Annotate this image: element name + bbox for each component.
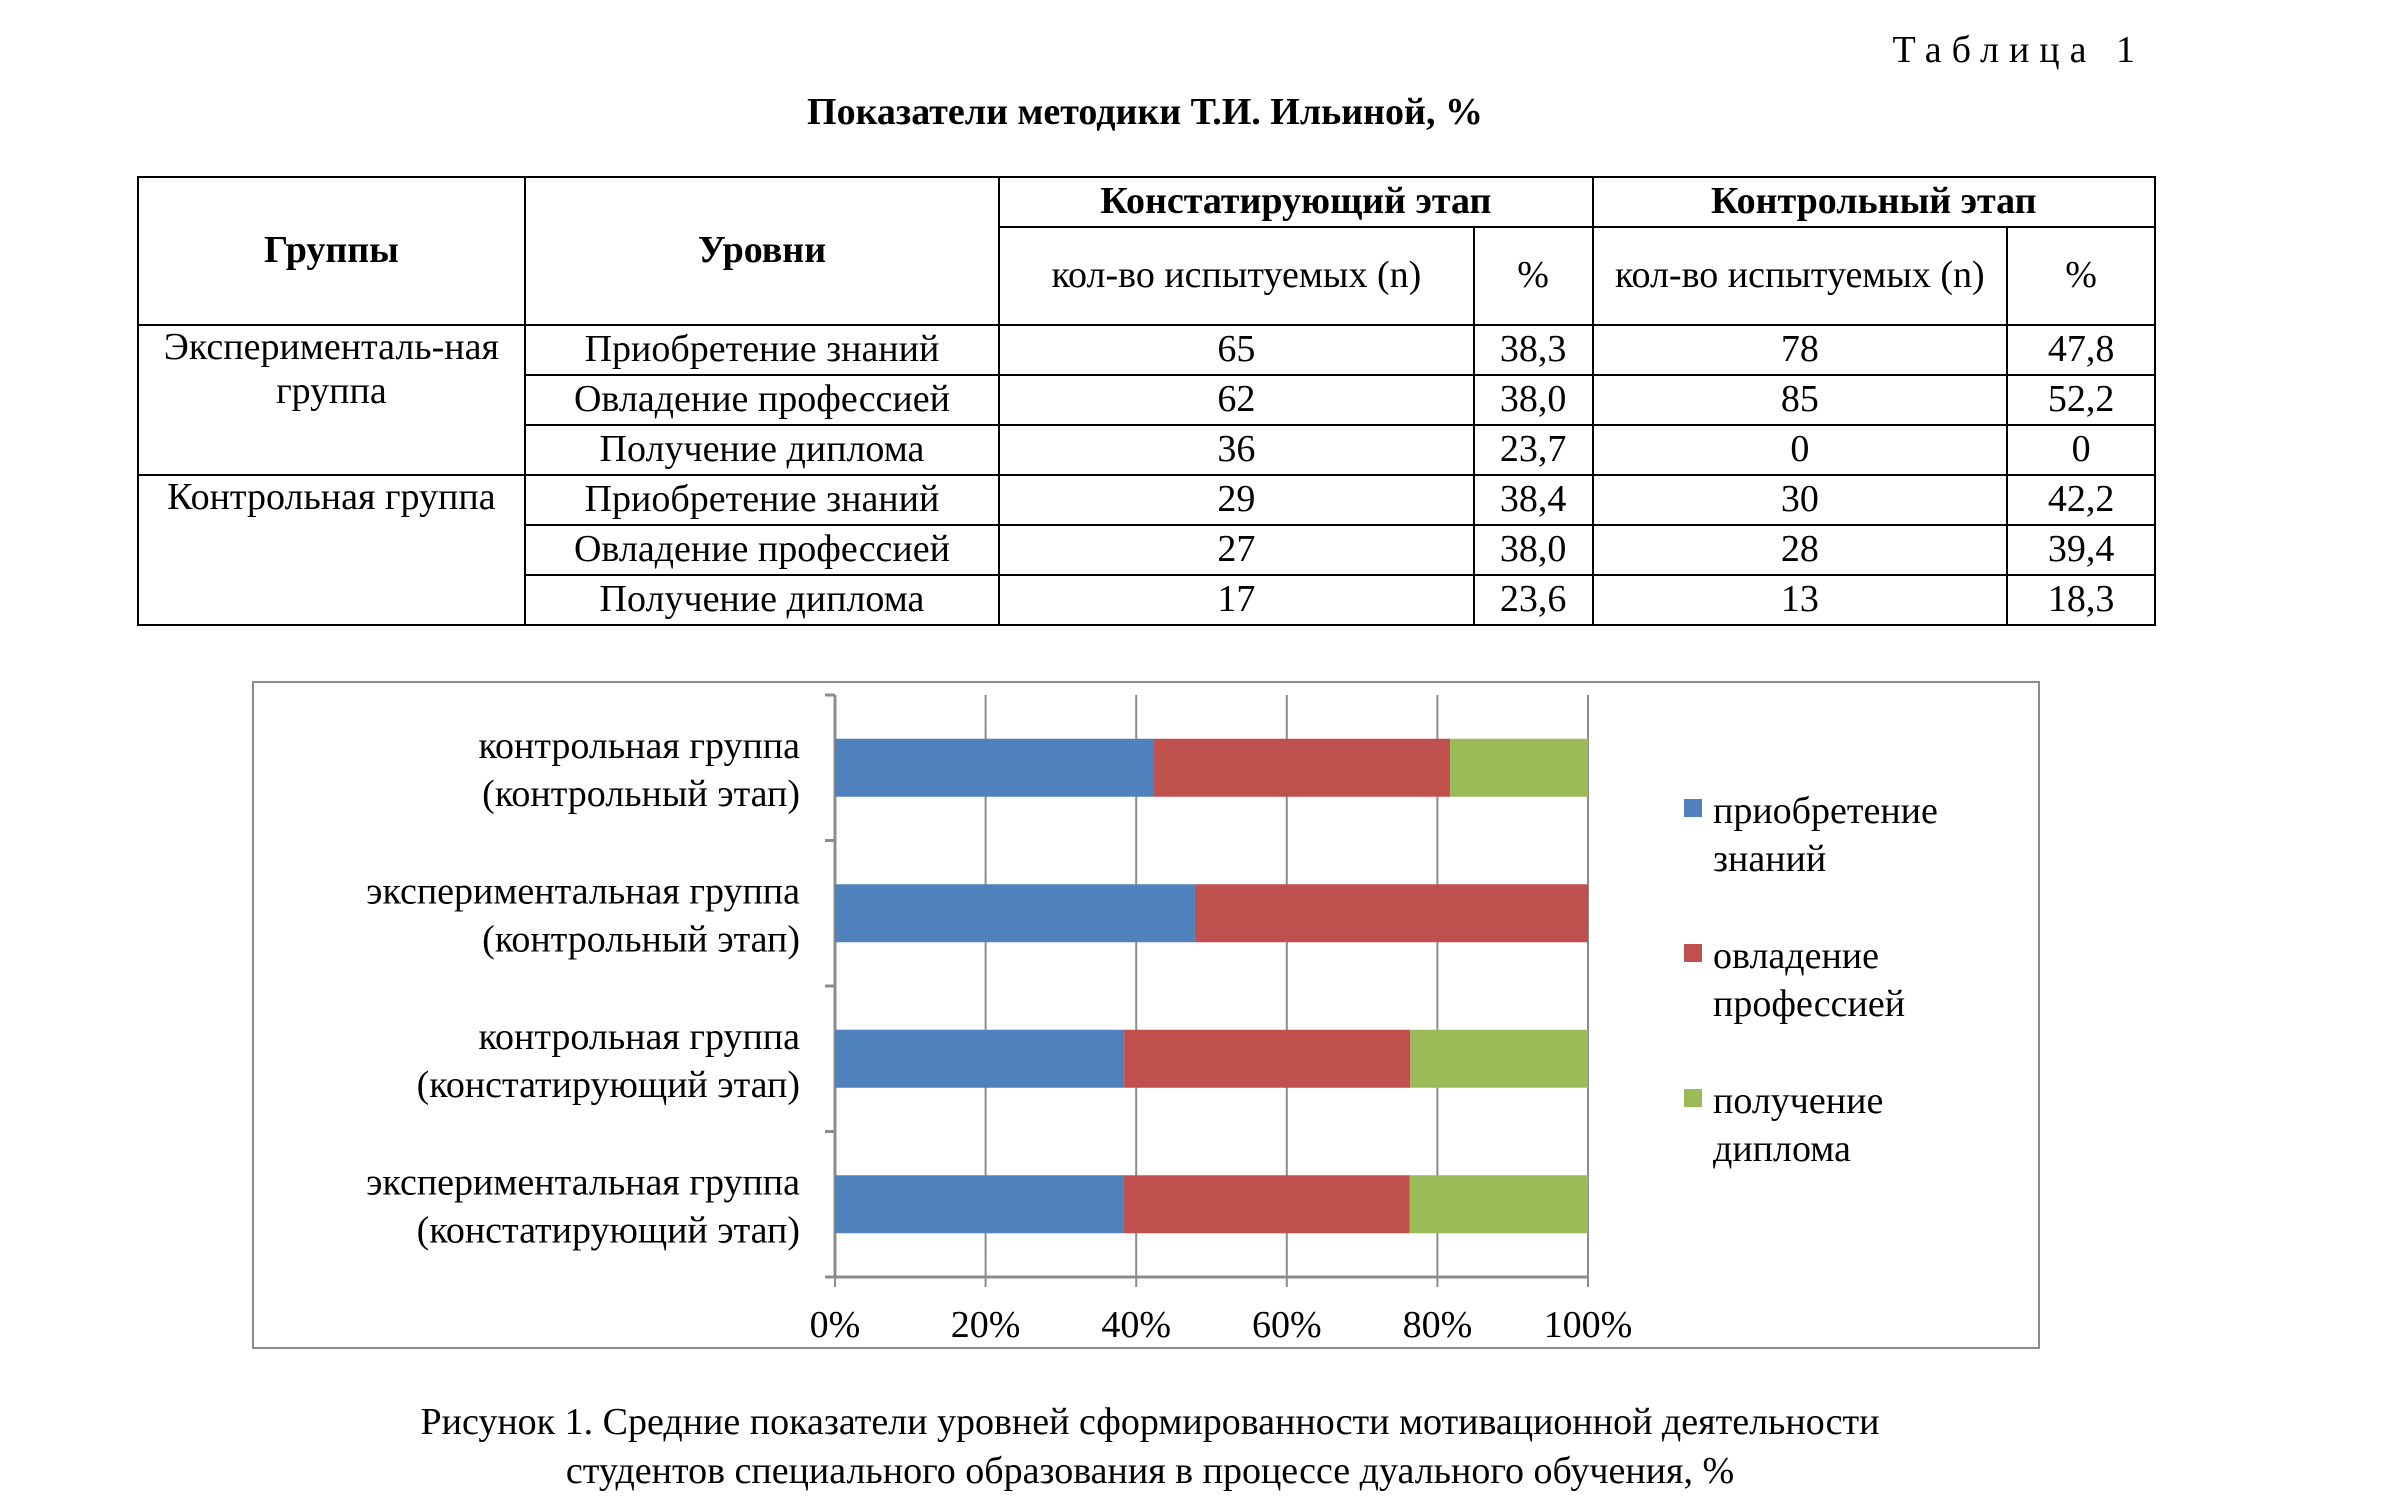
- category-label: (констатирующий этап): [417, 1209, 800, 1251]
- cell-p1: 38,0: [1472, 524, 1594, 576]
- table-row: Получение диплома 17 23,6 13 18,3: [138, 574, 2156, 626]
- cell-p2: 47,8: [2006, 324, 2156, 376]
- cell-level: Получение диплома: [523, 424, 1001, 476]
- chart-frame: [252, 681, 2040, 1349]
- bar-segment: [1450, 738, 1588, 797]
- cell-p2: 0: [2006, 424, 2156, 476]
- header-p1: %: [1472, 226, 1594, 326]
- bar-segment: [835, 738, 1154, 797]
- category-label: экспериментальная группа: [366, 1161, 800, 1203]
- cell-n2: 13: [1591, 574, 2009, 626]
- cell-p2: 52,2: [2006, 374, 2156, 426]
- category-label: контрольная группа: [478, 1016, 800, 1058]
- cell-n1: 36: [998, 424, 1475, 476]
- cell-level: Приобретение знаний: [523, 474, 1001, 526]
- category-label: (контрольный этап): [482, 773, 800, 815]
- cell-p2: 18,3: [2006, 574, 2156, 626]
- table-label: Таблица 1: [1892, 29, 2145, 71]
- cell-p1: 38,0: [1472, 374, 1594, 426]
- cell-n1: 27: [998, 524, 1475, 576]
- cell-n2: 0: [1591, 424, 2009, 476]
- legend-label: приобретение: [1713, 790, 1938, 832]
- bar-segment: [1124, 1029, 1411, 1088]
- cell-n1: 62: [998, 374, 1475, 426]
- cell-n2: 85: [1591, 374, 2009, 426]
- table-row: Овладение профессией 27 38,0 28 39,4: [138, 524, 2156, 576]
- table-row: Овладение профессией 62 38,0 85 52,2: [138, 374, 2156, 426]
- x-tick-label: 80%: [1403, 1304, 1473, 1346]
- category-label: (контрольный этап): [482, 918, 800, 960]
- legend-swatch: [1684, 944, 1702, 962]
- cell-p1: 38,3: [1472, 324, 1594, 376]
- cell-n2: 78: [1591, 324, 2009, 376]
- x-tick-label: 40%: [1101, 1304, 1171, 1346]
- data-table: Группы Уровни Констатирующий этап Контро…: [137, 176, 2157, 626]
- cell-level: Приобретение знаний: [523, 324, 1001, 376]
- cell-p1: 23,7: [1472, 424, 1594, 476]
- legend-swatch: [1684, 1089, 1702, 1107]
- table-title: Показатели методики Т.И. Ильиной, %: [807, 91, 1483, 133]
- cell-level: Овладение профессией: [523, 524, 1001, 576]
- table-row: Получение диплома 36 23,7 0 0: [138, 424, 2156, 476]
- cell-n2: 30: [1591, 474, 2009, 526]
- caption-line-2: студентов специального образования в про…: [565, 1450, 1735, 1492]
- header-stage1: Констатирующий этап: [998, 176, 1594, 228]
- x-tick-label: 100%: [1544, 1304, 1633, 1346]
- header-n1: кол-во испытуемых (n): [998, 226, 1475, 326]
- x-tick-label: 0%: [810, 1304, 861, 1346]
- header-stage2: Контрольный этап: [1591, 176, 2157, 228]
- header-n2: кол-во испытуемых (n): [1591, 226, 2009, 326]
- group-name: Контрольная группа: [137, 474, 526, 626]
- legend-label: профессией: [1713, 983, 1905, 1025]
- cell-p2: 42,2: [2006, 474, 2156, 526]
- legend-label: овладение: [1713, 935, 1879, 977]
- legend-label: знаний: [1713, 838, 1826, 880]
- category-label: (констатирующий этап): [417, 1064, 800, 1106]
- table-row: Эксперименталь-ная группа Приобретение зн…: [137, 324, 2156, 476]
- cell-n2: 28: [1591, 524, 2009, 576]
- bar-segment: [1410, 1029, 1588, 1088]
- legend-label: получение: [1713, 1080, 1883, 1122]
- group-name: Эксперименталь-ная группа: [137, 324, 526, 476]
- caption-line-1: Рисунок 1. Средние показатели уровней сф…: [420, 1401, 1880, 1443]
- category-label: экспериментальная группа: [366, 870, 800, 912]
- header-levels: Уровни: [523, 176, 1001, 326]
- bar-segment: [1153, 738, 1451, 797]
- cell-n1: 17: [998, 574, 1475, 626]
- table-row: Контрольная группа Приобретение знаний 29 3…: [137, 474, 2156, 626]
- cell-level: Овладение профессией: [523, 374, 1001, 426]
- bar-segment: [835, 1029, 1125, 1088]
- category-label: контрольная группа: [478, 725, 800, 767]
- legend-label: диплома: [1713, 1128, 1851, 1170]
- cell-p1: 38,4: [1472, 474, 1594, 526]
- header-groups: Группы: [137, 176, 526, 326]
- x-tick-label: 60%: [1252, 1304, 1322, 1346]
- legend-swatch: [1684, 799, 1702, 817]
- cell-p2: 39,4: [2006, 524, 2156, 576]
- cell-n1: 29: [998, 474, 1475, 526]
- header-p2: %: [2006, 226, 2156, 326]
- bar-segment: [835, 884, 1195, 943]
- cell-n1: 65: [998, 324, 1475, 376]
- cell-p1: 23,6: [1472, 574, 1594, 626]
- bar-segment: [1123, 1175, 1410, 1234]
- cell-level: Получение диплома: [523, 574, 1001, 626]
- bar-segment: [1194, 884, 1588, 943]
- bar-segment: [1409, 1175, 1588, 1234]
- x-tick-label: 20%: [951, 1304, 1021, 1346]
- bar-segment: [835, 1175, 1124, 1234]
